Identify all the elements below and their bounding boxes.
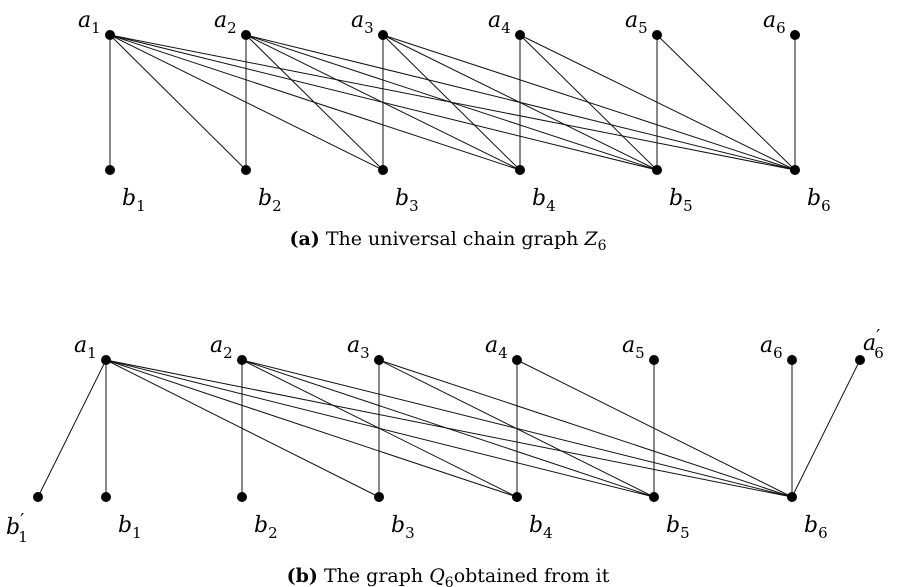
panel-b-label-b1p: b′ 1 xyxy=(6,510,28,546)
panel-b-label-a6: a6 xyxy=(760,333,783,362)
panel-a-label-a1: a1 xyxy=(78,8,101,37)
panel-b-label-b1: b1 xyxy=(118,513,142,542)
panel-a-vertex-a1 xyxy=(105,30,115,40)
panel-b-vertex-a6 xyxy=(787,355,797,365)
panel-b-label-a2: a2 xyxy=(210,333,233,362)
panel-a-vertex-b1 xyxy=(105,165,115,175)
panel-b-edge-a1-b1p xyxy=(37,359,107,498)
panel-b-label-b4: b4 xyxy=(529,513,553,542)
panel-a-label-a5: a5 xyxy=(625,8,648,37)
panel-a-label-a3: a3 xyxy=(351,8,374,37)
panel-b-vertex-a2 xyxy=(237,355,247,365)
panel-b-vertex-b1 xyxy=(101,492,111,502)
panel-b-vertices xyxy=(33,355,865,502)
panel-a-universal-chain-graph: a1 a2 a3 a4 a5 a6 b1 b2 b3 b4 b5 b6 (a) The univers… xyxy=(78,8,831,254)
panel-a-vertex-b4 xyxy=(515,165,525,175)
panel-b-label-a3: a3 xyxy=(347,333,370,362)
panel-a-vertex-a6 xyxy=(790,30,800,40)
panel-a-caption-symbol: Z xyxy=(583,228,598,250)
panel-a-vertex-a3 xyxy=(378,30,388,40)
panel-b-edges xyxy=(37,359,861,498)
panel-b-vertex-b5 xyxy=(649,492,659,502)
panel-b-caption-symbol: Q xyxy=(429,565,445,587)
panel-b-label-a1: a1 xyxy=(74,333,97,362)
panel-b-vertex-a3 xyxy=(374,355,384,365)
panel-a-caption-text: The universal chain graph xyxy=(326,228,579,250)
panel-a-labels: a1 a2 a3 a4 a5 a6 b1 b2 b3 b4 b5 b6 xyxy=(78,8,831,215)
panel-a-vertex-b3 xyxy=(378,165,388,175)
panel-a-vertex-a5 xyxy=(652,30,662,40)
panel-b-label-b5: b5 xyxy=(666,513,690,542)
panel-a-caption: (a) The universal chain graph Z6 xyxy=(289,228,606,254)
panel-b-vertex-a1 xyxy=(101,355,111,365)
panel-a-label-b4: b4 xyxy=(532,186,556,215)
panel-b-edge-a2-b5 xyxy=(241,359,655,498)
panel-a-edge-a5-b6 xyxy=(656,34,796,171)
panel-b-edge-a1-b4 xyxy=(105,359,518,498)
panel-b-graph-q6: a1 a2 a3 a4 a5 a6 a′ 6 b′ 1 b1 b2 b3 b4 b5 b6 (b) The g… xyxy=(6,326,884,587)
panel-b-label-b3: b3 xyxy=(391,513,415,542)
panel-b-label-b2: b2 xyxy=(254,513,278,542)
panel-a-label-a4: a4 xyxy=(488,8,511,37)
panel-b-label-a4: a4 xyxy=(485,333,508,362)
panel-a-vertex-b5 xyxy=(652,165,662,175)
panel-b-caption-text-after: obtained from it xyxy=(454,565,610,587)
panel-a-vertex-b2 xyxy=(241,165,251,175)
panel-a-vertex-a2 xyxy=(241,30,251,40)
panel-a-label-b2: b2 xyxy=(258,186,282,215)
panel-b-caption-tag: (b) xyxy=(287,565,318,587)
panel-a-label-a6: a6 xyxy=(763,8,786,37)
panel-a-edge-a2-b3 xyxy=(245,34,384,171)
panel-b-label-b6: b6 xyxy=(804,513,828,542)
panel-b-vertex-a5 xyxy=(649,355,659,365)
panel-b-caption: (b) The graph Q6obtained from it xyxy=(287,565,610,587)
panel-a-edge-a4-b5 xyxy=(519,34,658,171)
panel-b-labels: a1 a2 a3 a4 a5 a6 a′ 6 b′ 1 b1 b2 b3 b4 b5 b6 xyxy=(6,326,884,546)
panel-a-label-a2: a2 xyxy=(214,8,237,37)
panel-b-vertex-a6p xyxy=(855,355,865,365)
panel-b-label-a5: a5 xyxy=(622,333,645,362)
panel-a-vertex-b6 xyxy=(790,165,800,175)
panel-a-edge-a1-b2 xyxy=(109,34,247,171)
panel-a-label-b1: b1 xyxy=(122,186,146,215)
panel-a-edge-a3-b4 xyxy=(382,34,521,171)
panel-a-vertices xyxy=(105,30,800,175)
panel-b-edge-a6p-b6 xyxy=(791,359,861,498)
panel-b-vertex-b4 xyxy=(512,492,522,502)
panel-a-vertex-a4 xyxy=(515,30,525,40)
panel-b-vertex-b6 xyxy=(787,492,797,502)
panel-a-label-b3: b3 xyxy=(395,186,419,215)
panel-b-label-a6p: a′ 6 xyxy=(863,326,884,362)
panel-a-caption-subscript: 6 xyxy=(598,238,607,254)
panel-a-label-b5: b5 xyxy=(669,186,693,215)
panel-b-vertex-b1p xyxy=(33,492,43,502)
panel-b-edge-a3-b6 xyxy=(378,359,793,498)
panel-a-edges xyxy=(109,34,796,171)
panel-b-caption-subscript: 6 xyxy=(445,575,454,587)
panel-b-vertex-b2 xyxy=(237,492,247,502)
panel-a-label-b6: b6 xyxy=(807,186,831,215)
panel-b-vertex-b3 xyxy=(374,492,384,502)
panel-b-caption-text-before: The graph xyxy=(324,565,423,587)
panel-a-caption-tag: (a) xyxy=(289,228,319,250)
panel-b-vertex-a4 xyxy=(512,355,522,365)
